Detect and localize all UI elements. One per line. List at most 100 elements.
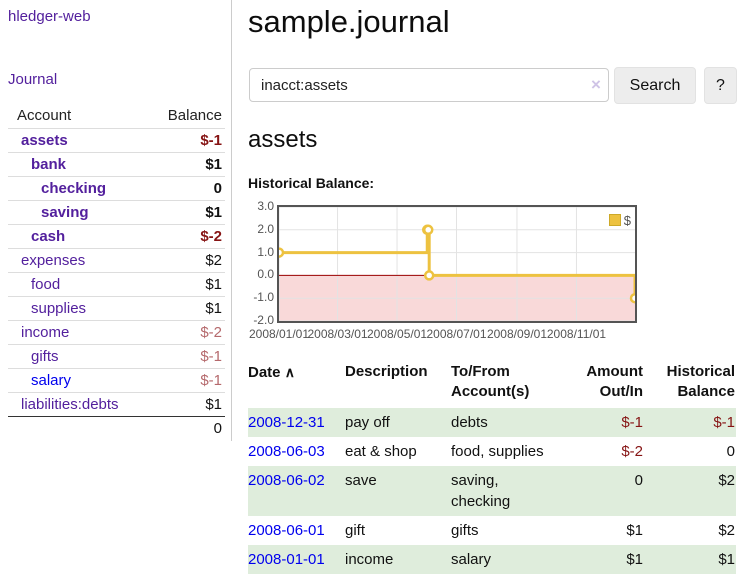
account-balance: $-2 — [145, 224, 225, 249]
account-link-food[interactable]: food — [31, 276, 61, 293]
account-row: cash $-2 — [8, 224, 225, 249]
transaction-description: save — [345, 472, 377, 489]
accounts-table: Account Balance assets $-1 bank $1 check… — [8, 104, 225, 440]
account-balance: $1 — [145, 272, 225, 297]
balance-column-header: Balance — [167, 107, 222, 124]
account-link-expenses[interactable]: expenses — [21, 252, 86, 269]
transaction-date-link[interactable]: 2008-06-03 — [248, 443, 325, 460]
balance-plot-svg — [279, 207, 635, 321]
transaction-accounts: food, supplies — [451, 443, 544, 460]
y-axis-tick-label: 2.0 — [257, 221, 274, 236]
account-row: income $-2 — [8, 320, 225, 345]
register-row: 2008-06-02 save saving, checking 0 $2 — [248, 466, 736, 516]
date-column-header[interactable]: Date ∧ — [248, 364, 295, 381]
help-button[interactable]: ? — [704, 67, 737, 104]
transaction-amount: $-1 — [621, 414, 643, 431]
transaction-accounts: saving, checking — [451, 472, 511, 510]
transaction-description: eat & shop — [345, 443, 417, 460]
y-axis-tick-label: -1.0 — [253, 290, 274, 305]
account-link-income[interactable]: income — [21, 324, 70, 341]
account-link-saving[interactable]: saving — [41, 204, 89, 221]
register-header-row: Date ∧ Description To/From Account(s) Am… — [248, 359, 736, 408]
x-axis-tick-label: 2008/03/01 — [307, 327, 368, 341]
accounts-header-row: Account Balance — [8, 104, 225, 129]
transaction-balance: $2 — [718, 472, 735, 489]
transaction-amount: $1 — [626, 551, 643, 568]
account-balance: $-1 — [145, 368, 225, 393]
register-row: 2008-06-01 gift gifts $1 $2 — [248, 516, 736, 545]
account-link-bank[interactable]: bank — [31, 156, 67, 173]
account-row: supplies $1 — [8, 296, 225, 321]
x-axis-tick-label: 2008/11/01 — [546, 327, 607, 341]
transaction-amount: $1 — [626, 522, 643, 539]
transaction-accounts: debts — [451, 414, 488, 431]
account-row: gifts $-1 — [8, 344, 225, 369]
account-balance: $-1 — [145, 344, 225, 369]
sidebar-item-journal[interactable]: Journal — [8, 71, 58, 88]
account-row: liabilities:debts $1 — [8, 392, 225, 417]
page-title: sample.journal — [248, 4, 450, 39]
account-balance: $1 — [145, 152, 225, 177]
account-link-liabilities-debts[interactable]: liabilities:debts — [21, 396, 119, 413]
y-axis-tick-label: 1.0 — [257, 244, 274, 259]
account-row: saving $1 — [8, 200, 225, 225]
account-link-supplies[interactable]: supplies — [31, 300, 87, 317]
transaction-date-link[interactable]: 2008-06-02 — [248, 472, 325, 489]
transaction-amount: 0 — [634, 472, 643, 489]
account-balance: $-1 — [145, 128, 225, 153]
register-row: 2008-01-01 income salary $1 $1 — [248, 545, 736, 574]
legend-series-label: $ — [623, 212, 631, 228]
accounts-total-row: 0 — [8, 416, 225, 440]
x-axis-tick-label: 2008/09/01 — [486, 327, 547, 341]
account-balance: $-2 — [145, 320, 225, 345]
transaction-amount: $-2 — [621, 443, 643, 460]
register-row: 2008-06-03 eat & shop food, supplies $-2… — [248, 437, 736, 466]
account-heading: assets — [248, 126, 318, 153]
account-row: food $1 — [8, 272, 225, 297]
balance-chart: $ 3.0 2.0 1.0 0.0 -1.0 -2.0 2008/01/01 2008/03/… — [248, 199, 668, 348]
transaction-description: gift — [345, 522, 366, 539]
account-balance: $1 — [145, 392, 225, 417]
brand-link[interactable]: hledger-web — [8, 8, 91, 25]
sidebar: hledger-web Journal Account Balance asse… — [0, 0, 232, 441]
account-row: salary $-1 — [8, 368, 225, 393]
x-axis-tick-label: 2008/07/01 — [426, 327, 487, 341]
transaction-balance: 0 — [726, 443, 735, 460]
account-balance: 0 — [145, 176, 225, 201]
account-balance: $2 — [145, 248, 225, 273]
tofrom-column-header: To/From Account(s) — [451, 363, 530, 400]
account-row: expenses $2 — [8, 248, 225, 273]
transaction-date-link[interactable]: 2008-01-01 — [248, 551, 325, 568]
transaction-accounts: salary — [451, 551, 492, 568]
account-balance: $1 — [145, 296, 225, 321]
register-table: Date ∧ Description To/From Account(s) Am… — [248, 359, 736, 574]
transaction-date-link[interactable]: 2008-12-31 — [248, 414, 325, 431]
account-link-checking[interactable]: checking — [41, 180, 107, 197]
search-button[interactable]: Search — [614, 67, 696, 104]
transaction-date-link[interactable]: 2008-06-01 — [248, 522, 325, 539]
clear-search-icon[interactable]: × — [591, 75, 601, 94]
balance-column-header: Historical Balance — [666, 363, 735, 400]
legend-series-swatch — [608, 214, 621, 226]
x-axis-tick-label: 2008/05/01 — [366, 327, 428, 341]
account-balance: $1 — [145, 200, 225, 225]
account-row: assets $-1 — [8, 128, 225, 153]
transaction-balance: $-1 — [713, 414, 735, 431]
y-axis-tick-label: 3.0 — [257, 199, 274, 213]
register-row: 2008-12-31 pay off debts $-1 $-1 — [248, 408, 736, 437]
account-link-assets[interactable]: assets — [21, 132, 68, 149]
y-axis-tick-label: 0.0 — [257, 267, 274, 282]
y-axis-tick-label: -2.0 — [253, 313, 274, 327]
account-link-gifts[interactable]: gifts — [31, 348, 59, 365]
account-row: checking 0 — [8, 176, 225, 201]
account-row: bank $1 — [8, 152, 225, 177]
account-link-cash[interactable]: cash — [31, 228, 66, 245]
transaction-balance: $1 — [718, 551, 735, 568]
plot-area — [277, 205, 637, 323]
search-input[interactable] — [249, 68, 609, 102]
transaction-balance: $2 — [718, 522, 735, 539]
transaction-description: pay off — [345, 414, 390, 431]
sort-ascending-icon: ∧ — [284, 364, 295, 380]
accounts-total-value: 0 — [8, 416, 225, 440]
account-link-salary[interactable]: salary — [31, 372, 72, 389]
